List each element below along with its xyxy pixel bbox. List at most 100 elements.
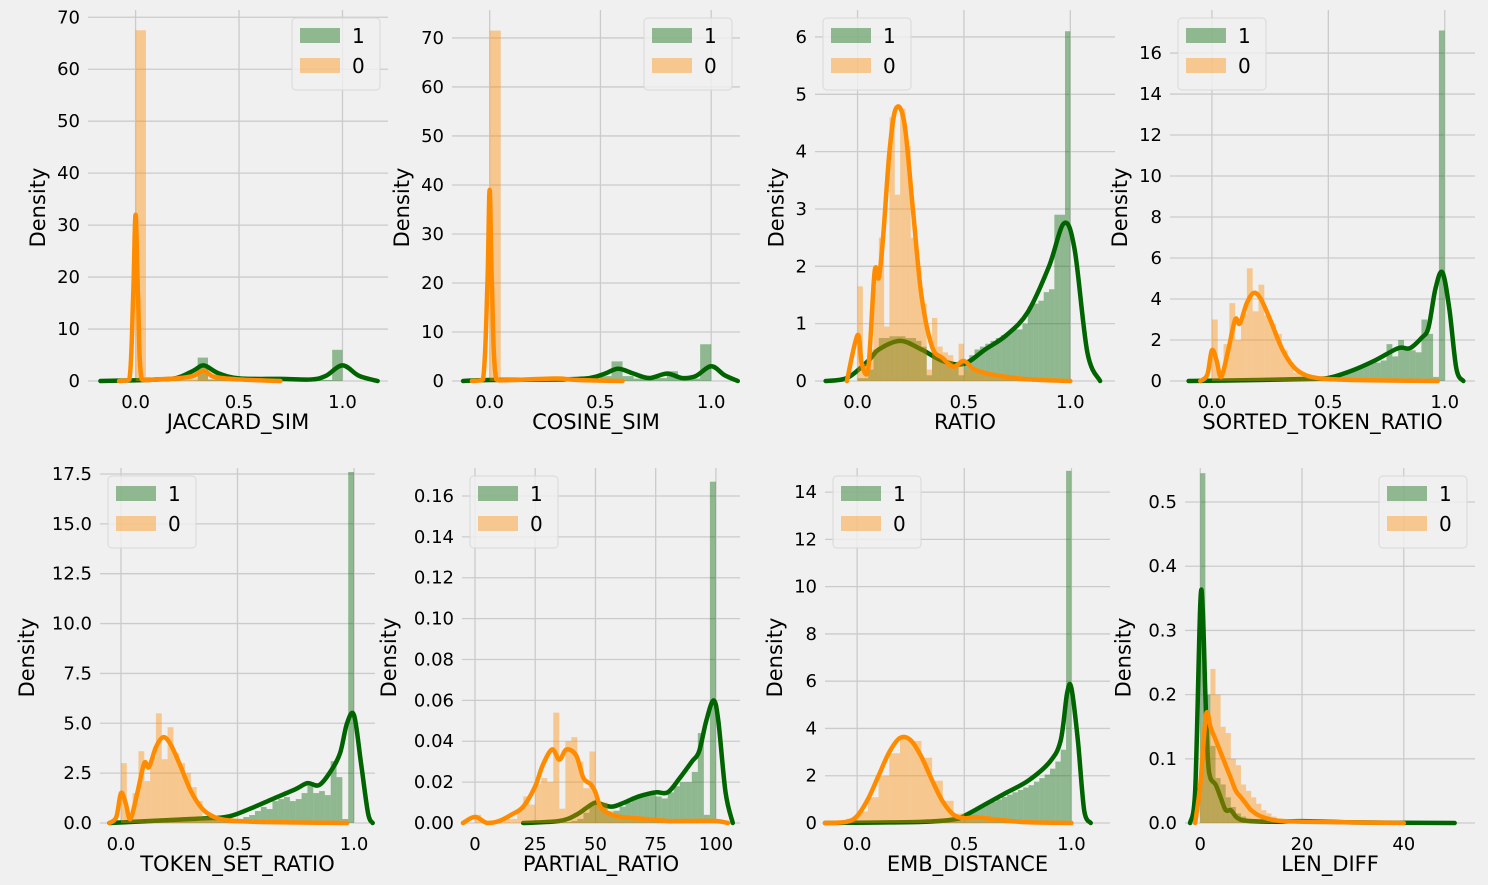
- kde-line-1: [107, 710, 375, 826]
- hist-bar-0: [963, 369, 970, 381]
- y-axis-label: Density: [26, 168, 50, 248]
- hist-bar-0: [197, 373, 208, 381]
- hist-bar-1: [1427, 333, 1434, 381]
- x-tick-label: 1.0: [697, 392, 726, 413]
- legend-box: [822, 17, 912, 91]
- hist-bar-1: [1007, 794, 1013, 823]
- legend: 10: [1177, 17, 1267, 91]
- x-tick-label: 75: [644, 834, 667, 855]
- hist-bar-1: [190, 821, 197, 823]
- hist-bar-1: [655, 378, 667, 381]
- legend-label-1: 1: [352, 24, 365, 48]
- hist-bar-1: [1033, 303, 1039, 381]
- legend-label-0: 0: [1439, 512, 1452, 536]
- hist-bar-0: [529, 804, 536, 823]
- hist-bar-1: [1054, 214, 1060, 381]
- kde-line-0: [107, 734, 350, 826]
- hist-bar-1: [324, 795, 331, 823]
- y-tick-label: 0.2: [1148, 685, 1177, 706]
- hist-bar-1: [1415, 352, 1422, 381]
- y-tick-label: 10: [57, 319, 80, 340]
- x-axis-label: LEN_DIFF: [1281, 852, 1379, 877]
- y-tick-label: 0.1: [1148, 749, 1177, 770]
- hist-bar-0: [1305, 376, 1311, 381]
- y-tick-label: 0.3: [1148, 620, 1177, 641]
- legend-label-0: 0: [1238, 54, 1251, 78]
- y-tick-label: 40: [57, 163, 80, 184]
- hist-bar-0: [932, 780, 943, 823]
- hist-bar-1: [1339, 372, 1346, 381]
- hist-bar-0: [607, 810, 614, 823]
- y-tick-label: 70: [57, 7, 80, 28]
- legend-label-0: 0: [704, 54, 717, 78]
- x-axis-label: PARTIAL_RATIO: [523, 852, 679, 877]
- hist-bar-0: [857, 286, 863, 381]
- y-tick-label: 0.02: [414, 772, 454, 793]
- hist-bar-1: [1039, 778, 1045, 823]
- hist-bar-1: [208, 379, 219, 381]
- hist-bar-0: [995, 376, 1002, 381]
- hist-bar-1: [313, 793, 320, 823]
- hist-bar-0: [975, 818, 986, 823]
- y-tick-label: 12.5: [52, 564, 92, 585]
- y-tick-label: 50: [421, 126, 444, 147]
- kde-line-0: [469, 187, 625, 384]
- hist-bar-1: [619, 806, 626, 823]
- hist-bar-1: [637, 794, 644, 823]
- hist-bar-0: [150, 757, 156, 823]
- hist-bar-1: [607, 812, 614, 823]
- legend-swatch-0: [478, 516, 518, 531]
- hist-bar-1: [995, 337, 1002, 381]
- y-tick-label: 0.00: [414, 813, 454, 834]
- legend-label-0: 0: [893, 512, 906, 536]
- legend-box: [1177, 17, 1267, 91]
- legend-swatch-0: [300, 58, 340, 73]
- hist-bar-0: [196, 801, 203, 823]
- hist-bar-1: [185, 821, 191, 823]
- hist-bar-1: [173, 821, 180, 823]
- y-tick-label: 15.0: [52, 514, 92, 535]
- y-tick-label: 5: [796, 84, 807, 105]
- x-tick-label: 0.0: [1198, 392, 1227, 413]
- hist-bar-1: [937, 358, 943, 381]
- hist-bar-0: [1299, 374, 1306, 381]
- hist-bar-0: [517, 810, 524, 823]
- hist-bar-1: [689, 378, 701, 381]
- hist-bar-1: [868, 369, 874, 381]
- hist-bar-0: [1281, 350, 1288, 381]
- y-tick-label: 10: [794, 577, 817, 598]
- hist-bar-1: [697, 733, 704, 823]
- hist-bar-1: [196, 821, 203, 823]
- hist-bar-1: [985, 343, 991, 381]
- hist-bar-1: [991, 801, 997, 823]
- y-tick-label: 14: [1139, 84, 1162, 105]
- hist-bar-0: [583, 788, 590, 823]
- hist-bar-0: [144, 781, 151, 823]
- y-tick-label: 0: [806, 813, 817, 834]
- legend: 10: [643, 17, 733, 91]
- legend-swatch-1: [116, 486, 156, 501]
- y-tick-label: 5.0: [63, 713, 92, 734]
- legend: 10: [832, 475, 922, 549]
- hist-bar-1: [873, 349, 879, 381]
- hist-bar-1: [633, 378, 645, 381]
- hist-bar-0: [535, 784, 542, 823]
- hist-bar-0: [889, 753, 900, 823]
- legend-swatch-1: [478, 486, 518, 501]
- legend-swatch-0: [652, 58, 692, 73]
- hist-bar-1: [214, 820, 221, 823]
- y-tick-label: 0.14: [414, 527, 454, 548]
- hist-bar-1: [974, 349, 980, 381]
- hist-bar-1: [980, 806, 986, 823]
- legend-box: [469, 475, 559, 549]
- hist-bar-0: [613, 814, 620, 823]
- y-tick-label: 0: [796, 371, 807, 392]
- subplot-jaccard_sim: 0.0 0.5 1.0010203040506070JACCARD_SIMDensi…: [26, 7, 388, 435]
- hist-bar-1: [1345, 370, 1352, 381]
- hist-bar-0: [135, 30, 146, 381]
- hist-bar-1: [1403, 350, 1410, 381]
- hist-bar-1: [202, 821, 209, 823]
- hist-bar-1: [655, 796, 662, 823]
- hist-bar-0: [900, 108, 906, 382]
- hist-bar-1: [1049, 289, 1055, 381]
